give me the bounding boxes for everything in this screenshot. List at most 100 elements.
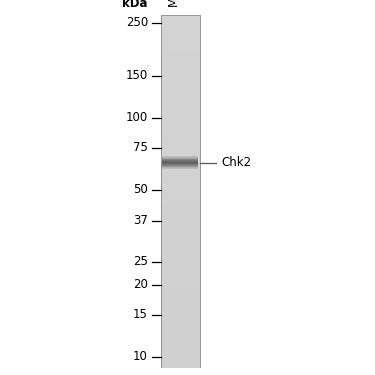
Bar (160, 240, 200, 244)
Bar (160, 103, 200, 107)
Bar (160, 288, 200, 292)
Bar (160, 262, 200, 266)
Bar (162, 161, 198, 162)
Bar (160, 72, 200, 76)
Bar (162, 156, 198, 157)
Bar (162, 157, 198, 158)
Bar (160, 244, 200, 248)
Bar (160, 41, 200, 46)
Bar (160, 46, 200, 50)
Bar (160, 315, 200, 319)
Bar (162, 158, 198, 159)
Text: Chk2: Chk2 (222, 156, 252, 169)
Bar (160, 302, 200, 306)
Bar (160, 332, 200, 337)
Bar (160, 178, 200, 182)
Bar (160, 50, 200, 54)
Bar (162, 160, 198, 161)
Bar (160, 15, 200, 19)
Bar (162, 164, 198, 165)
Bar (160, 120, 200, 125)
Bar (160, 187, 200, 191)
Bar (162, 159, 198, 160)
Bar (160, 266, 200, 270)
Bar (160, 138, 200, 142)
Bar (160, 182, 200, 187)
Bar (160, 358, 200, 363)
Bar (160, 275, 200, 279)
Bar (160, 165, 200, 169)
Bar (160, 147, 200, 152)
Text: 75: 75 (133, 141, 148, 154)
Bar (160, 99, 200, 103)
Text: 10: 10 (133, 350, 148, 363)
Bar (160, 248, 200, 253)
Bar (160, 19, 200, 24)
Bar (160, 68, 200, 72)
Bar (160, 116, 200, 120)
Bar (160, 226, 200, 231)
Bar (160, 328, 200, 332)
Bar (160, 323, 200, 328)
Bar (160, 24, 200, 28)
Bar (160, 209, 200, 213)
Bar (160, 341, 200, 345)
Text: MDA-MB-468: MDA-MB-468 (167, 0, 180, 6)
Bar (160, 345, 200, 350)
Bar (160, 28, 200, 32)
Bar (160, 191, 200, 195)
Bar (160, 363, 200, 368)
Text: 37: 37 (133, 214, 148, 228)
Bar (160, 76, 200, 81)
Bar (160, 134, 200, 138)
Bar (160, 156, 200, 160)
Bar (160, 222, 200, 226)
Bar (160, 204, 200, 209)
Bar (160, 270, 200, 275)
Bar (160, 169, 200, 174)
Bar (160, 107, 200, 112)
Text: 50: 50 (133, 183, 148, 196)
Text: 250: 250 (126, 16, 148, 29)
Bar (160, 15, 200, 368)
Bar (160, 174, 200, 178)
Text: 100: 100 (126, 111, 148, 125)
Bar (160, 129, 200, 134)
Bar (160, 112, 200, 116)
Bar (160, 257, 200, 262)
Bar (160, 319, 200, 323)
Bar (160, 32, 200, 37)
Bar (160, 63, 200, 68)
Bar (160, 235, 200, 240)
Bar (160, 279, 200, 284)
Bar (160, 337, 200, 341)
Bar (162, 166, 198, 167)
Bar (160, 59, 200, 63)
Bar (160, 231, 200, 235)
Bar (160, 81, 200, 85)
Text: 20: 20 (133, 278, 148, 291)
Bar (160, 37, 200, 41)
Bar (160, 94, 200, 99)
Bar (160, 142, 200, 147)
Bar (160, 306, 200, 310)
Text: 25: 25 (133, 255, 148, 268)
Bar (160, 217, 200, 222)
Bar (162, 163, 198, 164)
Text: 15: 15 (133, 308, 148, 321)
Bar (160, 152, 200, 156)
Bar (160, 297, 200, 302)
Bar (160, 284, 200, 288)
Bar (160, 200, 200, 204)
Bar (160, 195, 200, 200)
Bar (160, 350, 200, 354)
Bar (160, 125, 200, 129)
Bar (160, 213, 200, 217)
Bar (160, 160, 200, 165)
Bar (160, 90, 200, 94)
Bar (162, 167, 198, 168)
Text: kDa: kDa (122, 0, 148, 10)
Bar (162, 162, 198, 163)
Bar (162, 168, 198, 169)
Bar (160, 354, 200, 358)
